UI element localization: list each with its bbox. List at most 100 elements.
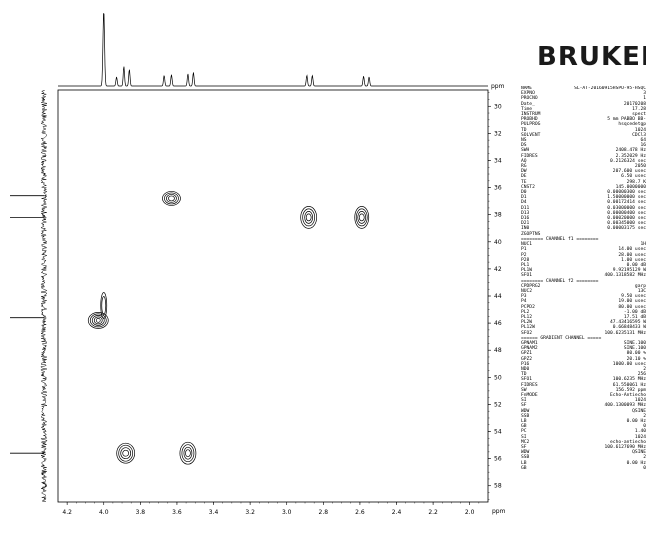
param-row: SOLVENT CDCl3 <box>521 133 646 138</box>
param-value: 100.6235131 MHz <box>604 330 646 336</box>
param-value: 0.00 dB <box>626 262 646 268</box>
param-key: SF <box>521 445 527 451</box>
param-value: 1024 <box>634 127 646 133</box>
y-tick-label: 38 <box>494 212 502 219</box>
param-value: 19.00 usec <box>618 299 646 305</box>
param-value: 400.1318582 MHz <box>604 273 646 279</box>
y-tick-label: 30 <box>494 103 502 110</box>
param-row: WDW QSINE <box>521 450 646 455</box>
param-row: PL12W 0.66848433 W <box>521 325 646 330</box>
f1-projection-line <box>40 89 48 502</box>
x-axis-label: ppm <box>492 508 506 515</box>
param-value: 0.00 Hz <box>626 460 646 466</box>
cross-peak-contour <box>120 447 132 460</box>
param-value: 0 <box>643 465 646 471</box>
param-row: PC 1.40 <box>521 429 646 434</box>
param-key: EXPNO <box>521 91 535 97</box>
param-key: GPNAM1 <box>521 340 538 346</box>
param-value: 0.00 Hz <box>626 419 646 424</box>
param-key: PROBHD <box>521 117 538 123</box>
param-value: 61.550061 Hz <box>612 382 646 388</box>
param-row: SF 400.1300093 MHz <box>521 403 646 408</box>
param-key: TD <box>521 372 527 378</box>
cross-peak-contours <box>87 191 370 465</box>
param-row: NAME SL-AT-20160915HSPO-95-HSQC <box>521 86 646 91</box>
param-row: SFO1 400.1318582 MHz <box>521 273 646 278</box>
param-key: PL12 <box>521 314 533 320</box>
param-row: SFO2 100.6235131 MHz <box>521 331 646 336</box>
param-row: EXPNO 3 <box>521 91 646 96</box>
param-value: 2 <box>643 455 646 461</box>
param-value: 1.00 usec <box>621 257 646 263</box>
param-row: PL1 0.00 dB <box>521 263 646 268</box>
param-value: 1.40 <box>634 429 646 435</box>
param-value: 400.1300093 MHz <box>604 403 646 409</box>
cross-peak-contour <box>118 444 134 462</box>
x-tick-label: 3.2 <box>245 509 255 516</box>
param-value: 156.592 ppm <box>615 387 646 393</box>
param-key: P3 <box>521 294 527 300</box>
x-tick-label: 3.6 <box>172 509 182 516</box>
param-row: CNST2 145.0000000 <box>521 185 646 190</box>
cross-peak-contour <box>116 442 136 464</box>
param-key: NUC2 <box>521 288 533 294</box>
x-tick-label: 3.8 <box>136 509 146 516</box>
param-row: NUC1 1H <box>521 242 646 247</box>
x-tick-label: 2.4 <box>392 509 402 516</box>
cross-peak-contour <box>122 449 130 457</box>
param-key: WDW <box>521 408 530 414</box>
param-key: TD <box>521 127 527 133</box>
cross-peak-contour <box>305 213 312 222</box>
param-row: AQ 0.2126324 sec <box>521 159 646 164</box>
param-row: D16 0.00020000 sec <box>521 216 646 221</box>
param-row: NUC2 13C <box>521 289 646 294</box>
acquisition-parameters: NAME SL-AT-20160915HSPO-95-HSQC EXPNO 3 PROC… <box>521 86 646 471</box>
param-value: echo-antiecho <box>610 439 646 445</box>
param-key: ======== CHANNEL f1 ======== <box>521 236 599 242</box>
param-value: 0.00003175 sec <box>607 226 646 232</box>
param-key: RG <box>521 164 527 170</box>
param-key: IN0 <box>521 226 530 232</box>
param-key: SFO2 <box>521 330 533 336</box>
param-value: 1024 <box>634 434 646 440</box>
param-row: ====== GRADIENT CHANNEL ===== <box>521 336 646 341</box>
y-axis-label: ppm <box>491 83 505 90</box>
param-value: 2 <box>643 413 646 419</box>
param-key: PL2W <box>521 320 533 326</box>
param-value: 0.00000400 sec <box>607 210 646 216</box>
param-value: hsqcedetgp <box>618 122 646 128</box>
param-row: SSB 2 <box>521 414 646 419</box>
param-key: D1 <box>521 195 527 201</box>
param-key: PROCNO <box>521 96 538 102</box>
cross-peak-contour <box>185 449 191 458</box>
param-value: SINE.100 <box>623 346 646 352</box>
param-row: D21 0.00345000 sec <box>521 221 646 226</box>
param-row: PL1W 9.92195129 W <box>521 268 646 273</box>
x-tick-label: 3.4 <box>209 509 219 516</box>
param-key: PL1 <box>521 262 530 268</box>
param-row: SFO1 100.6235 MHz <box>521 377 646 382</box>
param-row: FIDRES 61.550061 Hz <box>521 383 646 388</box>
param-value: 298.7 K <box>626 179 646 185</box>
y-tick-label: 52 <box>494 401 502 408</box>
param-key: SI <box>521 398 527 404</box>
x-tick-label: 2.8 <box>319 509 329 516</box>
param-row: FIDRES 2.352029 Hz <box>521 154 646 159</box>
param-row: P2 28.00 usec <box>521 253 646 258</box>
param-key: GB <box>521 424 527 430</box>
param-key: NS <box>521 138 527 144</box>
param-key: PCPD2 <box>521 304 535 310</box>
param-row: PL12 17.51 dB <box>521 315 646 320</box>
param-key: D0 <box>521 190 527 196</box>
param-value: 64 <box>640 138 646 144</box>
param-value: 1024 <box>634 398 646 404</box>
param-value: 0.00000300 sec <box>607 190 646 196</box>
param-value: 20170208 <box>623 101 646 107</box>
param-key: PL1W <box>521 268 533 274</box>
param-row: INSTRUM spect <box>521 112 646 117</box>
param-row: MC2 echo-antiecho <box>521 440 646 445</box>
x-axis-ticks: 4.2 4.0 3.8 3.6 3.4 3.2 3.0 2.8 2.6 2.4 2.2 2.0 <box>62 502 480 516</box>
param-value: 0 <box>643 424 646 430</box>
param-row: GPZ1 80.00 % <box>521 351 646 356</box>
param-key: ======== CHANNEL f2 ======== <box>521 278 599 284</box>
